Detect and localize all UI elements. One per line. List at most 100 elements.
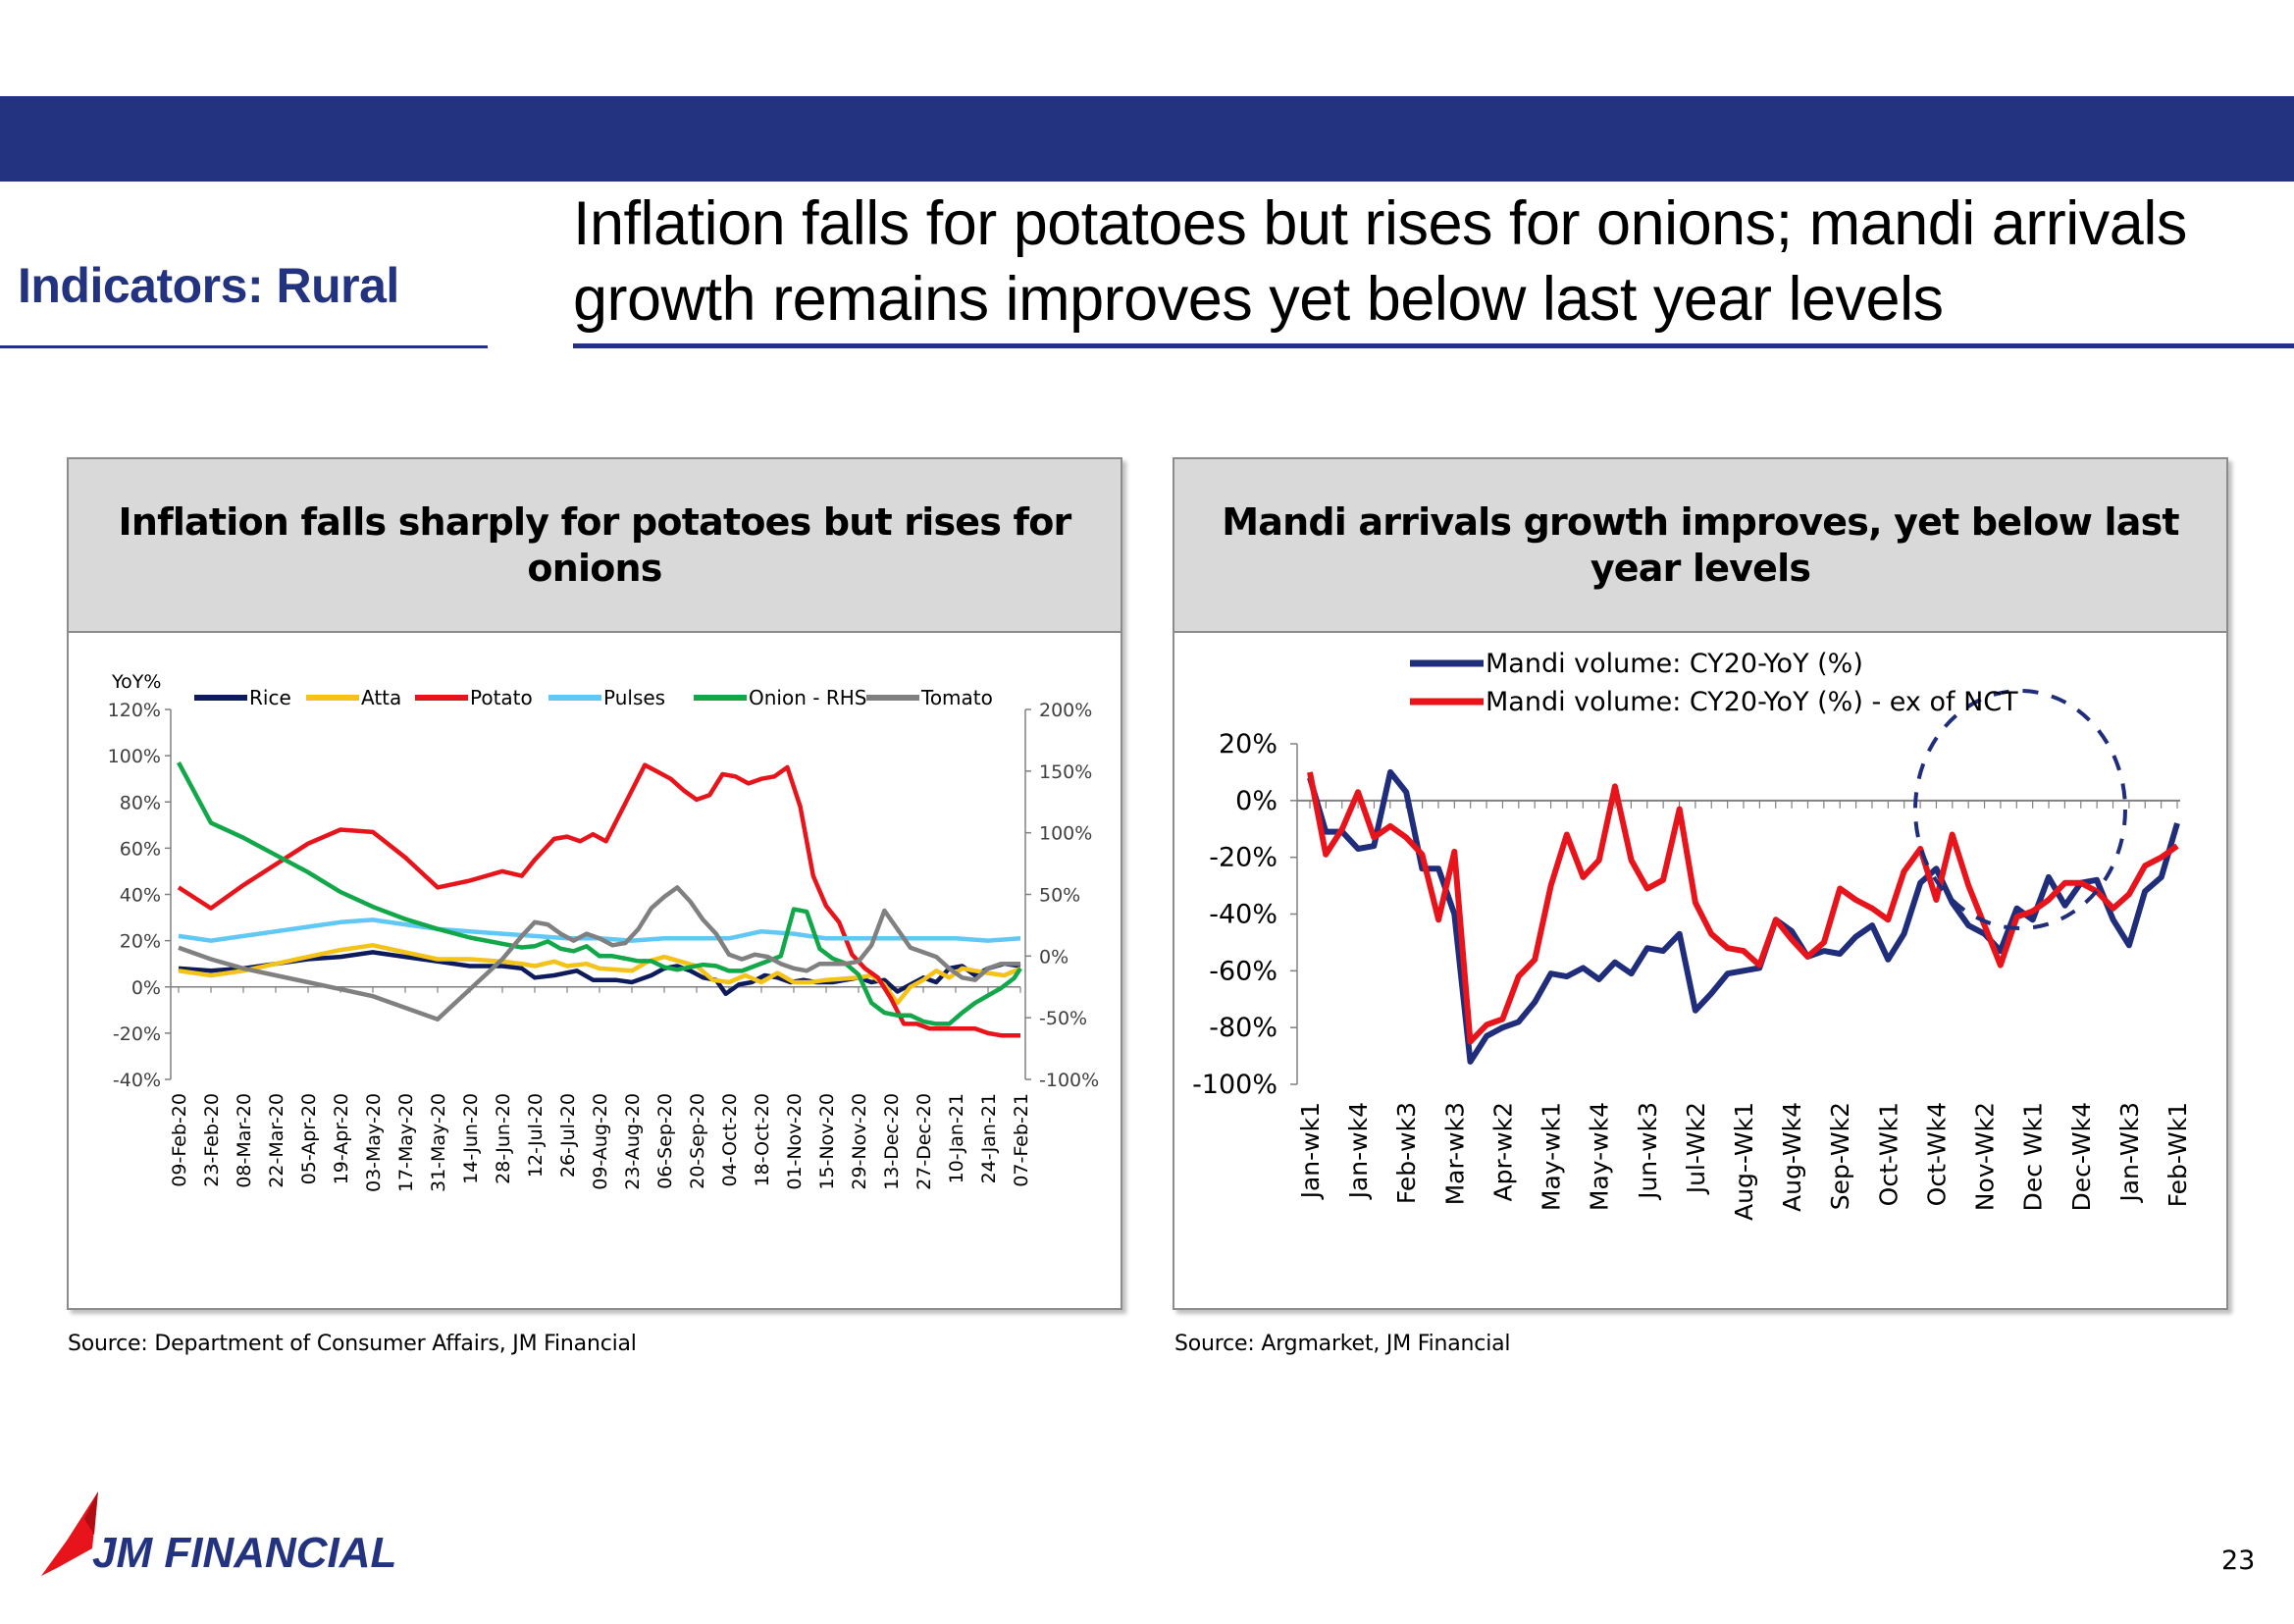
legend-label: Onion - RHS (749, 686, 866, 709)
x-tick-label: Aug--Wk1 (1730, 1102, 1758, 1221)
inflation-chart-panel: Inflation falls sharply for potatoes but… (67, 457, 1122, 1310)
left-tick-label: 100% (108, 746, 161, 767)
left-tick-label: 80% (120, 792, 161, 813)
inflation-chart-source: Source: Department of Consumer Affairs, … (68, 1332, 637, 1356)
x-tick-label: Jan-wk4 (1344, 1102, 1373, 1200)
left-tick-label: 40% (120, 885, 161, 907)
company-name: JM FINANCIAL (92, 1529, 397, 1577)
x-tick-label: 09-Aug-20 (590, 1093, 611, 1190)
inflation-chart-header: Inflation falls sharply for potatoes but… (69, 459, 1121, 633)
series-line-mandi-volume (1307, 768, 2180, 1065)
x-tick-label: 12-Jul-20 (525, 1093, 547, 1178)
x-tick-label: 17-May-20 (395, 1093, 417, 1192)
x-tick-label: Dec-Wk4 (2067, 1102, 2096, 1212)
jm-financial-logo (41, 1492, 98, 1576)
highlight-ellipse (1913, 689, 2127, 930)
x-tick-label: 23-Aug-20 (622, 1093, 644, 1190)
x-tick-label: 20-Sep-20 (687, 1093, 708, 1189)
right-tick-label: 50% (1039, 885, 1080, 907)
legend-label: Mandi volume: CY20-YoY (%) - ex of NCT (1486, 687, 2018, 717)
legend-label: Potato (470, 686, 533, 709)
x-tick-label: Jul-Wk2 (1682, 1102, 1710, 1195)
x-tick-label: 04-Oct-20 (719, 1093, 741, 1186)
right-tick-label: 200% (1039, 700, 1092, 721)
mandi-chart-source: Source: Argmarket, JM Financial (1174, 1332, 1511, 1356)
right-tick-label: 150% (1039, 761, 1092, 783)
series-line-potato (177, 762, 1020, 1038)
mandi-chart-title: Mandi arrivals growth improves, yet belo… (1222, 499, 2179, 590)
left-tick-label: -20% (113, 1023, 161, 1045)
x-tick-label: Mar-wk3 (1440, 1102, 1469, 1205)
x-tick-label: 06-Sep-20 (654, 1093, 676, 1189)
x-tick-label: 10-Jan-21 (946, 1093, 967, 1183)
left-tick-label: 0% (131, 977, 161, 999)
x-tick-label: 15-Nov-20 (816, 1093, 838, 1190)
y-axis-title: YoY% (111, 671, 161, 693)
y-tick-label: 20% (1219, 729, 1277, 760)
mandi-chart-header: Mandi arrivals growth improves, yet belo… (1174, 459, 2226, 633)
x-tick-label: Sep-Wk2 (1826, 1102, 1854, 1210)
left-tick-label: 20% (120, 931, 161, 953)
title-rule (573, 343, 2294, 348)
right-tick-label: -100% (1039, 1070, 1099, 1091)
x-tick-label: 26-Jul-20 (557, 1093, 579, 1178)
x-tick-label: Dec Wk1 (2019, 1102, 2048, 1211)
x-tick-label: Jun-wk3 (1634, 1102, 1662, 1201)
x-tick-label: Oct-Wk4 (1922, 1102, 1951, 1206)
page-title-line2: growth remains improves yet below last y… (573, 265, 1944, 334)
section-rule (0, 345, 488, 348)
left-tick-label: -40% (113, 1070, 161, 1091)
section-title: Indicators: Rural (18, 258, 399, 313)
x-tick-label: 31-May-20 (428, 1093, 449, 1192)
x-tick-label: Jan-Wk3 (2115, 1102, 2144, 1204)
inflation-chart-title: Inflation falls sharply for potatoes but… (118, 499, 1072, 590)
x-tick-label: Feb-wk3 (1392, 1102, 1421, 1204)
x-tick-label: 28-Jun-20 (493, 1093, 514, 1184)
y-tick-label: -40% (1209, 900, 1277, 930)
x-tick-label: Jan-wk1 (1296, 1102, 1325, 1200)
right-tick-label: 100% (1039, 823, 1092, 845)
page-title-line1: Inflation falls for potatoes but rises f… (573, 189, 2187, 258)
left-tick-label: 120% (108, 700, 161, 721)
x-tick-label: 29-Nov-20 (849, 1093, 870, 1190)
x-tick-label: 07-Feb-21 (1011, 1093, 1032, 1187)
x-tick-label: 03-May-20 (363, 1093, 385, 1192)
x-tick-label: 23-Feb-20 (201, 1093, 223, 1187)
x-tick-label: Oct-Wk1 (1874, 1102, 1903, 1206)
series-line-onion-rhs (177, 760, 1022, 1026)
y-tick-label: -80% (1209, 1013, 1277, 1043)
legend-label: Rice (249, 686, 291, 709)
x-tick-label: Feb-Wk1 (2164, 1102, 2192, 1207)
x-tick-label: Nov-Wk2 (1971, 1102, 2000, 1211)
series-line-tomato (178, 885, 1020, 1022)
x-tick-label: 19-Apr-20 (331, 1093, 352, 1184)
x-tick-label: Apr-wk2 (1488, 1102, 1517, 1202)
mandi-chart: 20% 0% -20% -40% -60% -80% -100% Jan-wk1 Jan-wk4… (1192, 649, 2192, 1221)
series-line-mandi-volume-ex-nct (1307, 771, 2179, 1045)
y-tick-label: 0% (1235, 786, 1277, 816)
x-tick-label: 27-Dec-20 (913, 1093, 935, 1190)
x-tick-label: 05-Apr-20 (298, 1093, 320, 1184)
x-tick-label: 22-Mar-20 (266, 1093, 287, 1188)
legend-label: Atta (361, 686, 401, 709)
left-tick-label: 60% (120, 838, 161, 860)
y-tick-label: -60% (1209, 956, 1277, 986)
x-tick-label: 14-Jun-20 (460, 1093, 482, 1184)
x-tick-label: 08-Mar-20 (234, 1093, 255, 1188)
legend-label: Mandi volume: CY20-YoY (%) (1486, 649, 1863, 679)
page-title: Inflation falls for potatoes but rises f… (573, 186, 2280, 338)
x-tick-label: 09-Feb-20 (169, 1093, 190, 1187)
x-tick-label: 01-Nov-20 (784, 1093, 806, 1190)
x-tick-label: 18-Oct-20 (752, 1093, 773, 1186)
x-tick-label: 24-Jan-21 (978, 1093, 1000, 1183)
right-tick-label: -50% (1039, 1008, 1087, 1029)
legend-label: Pulses (603, 686, 665, 709)
x-tick-label: May-wk1 (1538, 1102, 1566, 1211)
y-tick-label: -100% (1192, 1070, 1277, 1100)
inflation-chart: YoY% 120% 100% 80% 60% 40% 20% 0% -20% -40% 200% 15… (108, 671, 1100, 1192)
right-tick-label: 0% (1039, 946, 1069, 968)
legend-label: Tomato (920, 686, 993, 709)
x-tick-label: May-wk4 (1586, 1102, 1614, 1211)
mandi-chart-panel: Mandi arrivals growth improves, yet belo… (1173, 457, 2228, 1310)
page-number: 23 (2221, 1545, 2256, 1576)
